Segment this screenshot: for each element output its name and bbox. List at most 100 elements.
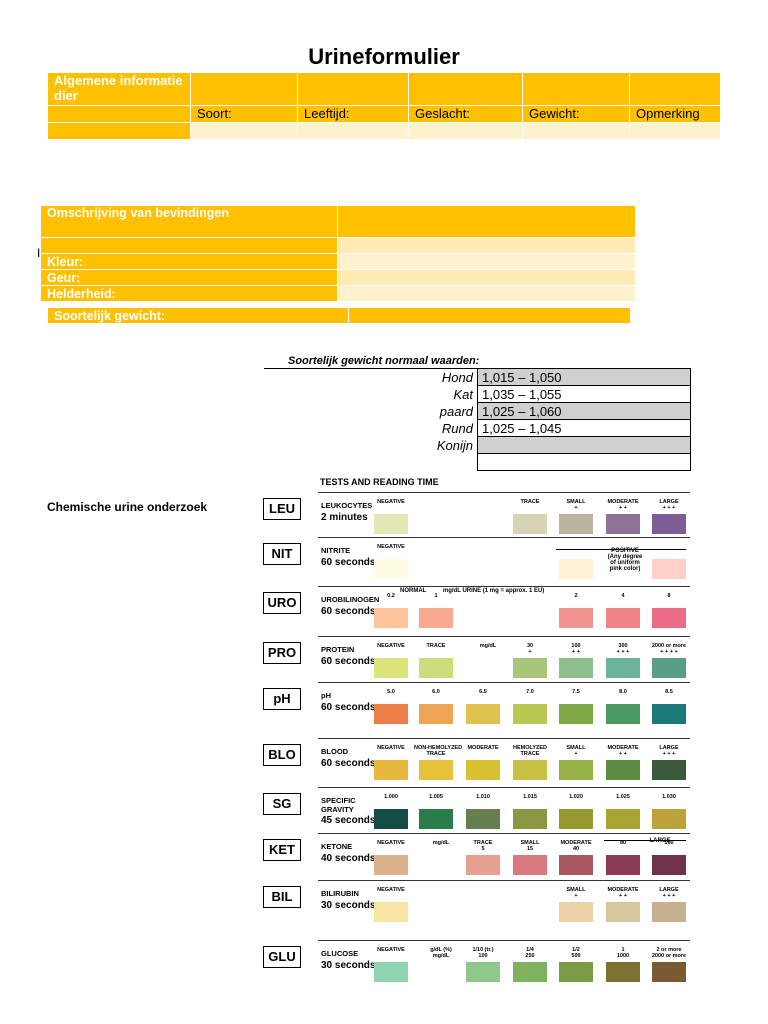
note-label: POSITIVE (Any degree of uniform pink col… (607, 548, 643, 572)
color-pad (559, 658, 593, 678)
pad-label: 300 + + + (616, 643, 630, 655)
pad-label: MODERATE + + (607, 745, 639, 757)
pad-label: 100 + + (571, 643, 581, 655)
note-label: LARGE (649, 838, 671, 844)
test-time: 30 seconds (321, 900, 376, 911)
pad-label: 2 or more 2000 or more (651, 947, 687, 959)
pad-label: NON-HEMOLYZED TRACE (414, 745, 463, 757)
test-code-bil: BIL (263, 886, 301, 908)
pad-label: 1.010 (476, 794, 490, 800)
test-divider-line (318, 833, 690, 834)
chart-header: TESTS AND READING TIME (320, 477, 439, 487)
marker-text: I (37, 246, 41, 260)
color-pad (559, 760, 593, 780)
field-leeftijd: Leeftijd: (297, 105, 409, 123)
pad-label: SMALL + (566, 887, 586, 899)
sg-label: Soortelijk gewicht: (47, 307, 349, 324)
pad-label: 1/10 (tr.) 100 (472, 947, 494, 959)
pad-label: 8.5 (665, 689, 673, 695)
test-time: 60 seconds (321, 557, 376, 568)
pad-label: TRACE (520, 499, 540, 505)
test-time: 30 seconds (321, 960, 376, 971)
pad-label: TRACE (426, 643, 446, 649)
general-info-header: Algemene informatie dier (47, 72, 191, 106)
color-pad (419, 704, 453, 724)
normal-values-table: Hond 1,015 – 1,050 Kat 1,035 – 1,055 paard… (264, 368, 691, 471)
pad-label: 1.030 (662, 794, 676, 800)
color-pad (513, 658, 547, 678)
color-pad (652, 760, 686, 780)
color-pad (374, 855, 408, 875)
test-time: 2 minutes (321, 512, 368, 523)
color-pad (606, 514, 640, 534)
color-pad (419, 608, 453, 628)
test-divider-line (318, 787, 690, 788)
color-pad (419, 809, 453, 829)
pad-label: 160 (664, 840, 674, 846)
color-pad (559, 809, 593, 829)
color-pad (652, 559, 686, 579)
color-pad (559, 704, 593, 724)
pad-label: 1.015 (523, 794, 537, 800)
page-title: Urineformulier (308, 44, 460, 69)
color-pad (466, 704, 500, 724)
pad-label: 1.025 (616, 794, 630, 800)
sg-input[interactable] (348, 307, 631, 324)
pad-label: MODERATE 40 (560, 840, 592, 852)
input-leeftijd[interactable] (297, 122, 409, 140)
input-geslacht[interactable] (408, 122, 523, 140)
findings-input-helderheid[interactable] (337, 285, 636, 302)
findings-input-kleur[interactable] (337, 253, 636, 270)
test-time: 60 seconds (321, 702, 376, 713)
color-pad (652, 962, 686, 982)
color-pad (652, 855, 686, 875)
color-pad (466, 962, 500, 982)
color-pad (374, 559, 408, 579)
color-pad (652, 608, 686, 628)
color-pad (419, 658, 453, 678)
findings-input-0[interactable] (337, 237, 636, 254)
pad-label: TRACE 5 (473, 840, 493, 852)
test-name: PROTEIN (321, 645, 355, 654)
pad-label: NEGATIVE (377, 499, 405, 505)
pad-label: 7.5 (572, 689, 580, 695)
findings-label-kleur: Kleur: (40, 253, 338, 270)
pad-label: NEGATIVE (377, 745, 405, 751)
input-soort[interactable] (190, 122, 298, 140)
color-pad (419, 760, 453, 780)
pad-label: 1/4 250 (525, 947, 535, 959)
color-pad (606, 760, 640, 780)
color-pad (559, 902, 593, 922)
specific-gravity-row: Soortelijk gewicht: (47, 307, 631, 324)
color-pad (374, 514, 408, 534)
pad-label: LARGE + + + (659, 745, 679, 757)
test-code-nit: NIT (263, 543, 301, 565)
pad-label: MODERATE (467, 745, 499, 751)
test-time: 45 seconds (321, 815, 376, 826)
test-code-blo: BLO (263, 744, 301, 766)
test-divider-line (318, 880, 690, 881)
test-name: BLOOD (321, 747, 349, 756)
pad-label: LARGE + + + (659, 499, 679, 511)
input-opmerking[interactable] (629, 122, 721, 140)
pad-label: NEGATIVE (377, 887, 405, 893)
pad-label: NEGATIVE (377, 947, 405, 953)
findings-input-geur[interactable] (337, 269, 636, 286)
color-pad (374, 760, 408, 780)
species-value: 1,025 – 1,060 (477, 402, 691, 420)
pad-label: 5.0 (387, 689, 395, 695)
color-pad (513, 962, 547, 982)
pad-label: 30 + (526, 643, 534, 655)
species-value: 1,015 – 1,050 (477, 368, 691, 386)
color-pad (652, 704, 686, 724)
test-code-leu: LEU (263, 498, 301, 520)
test-time: 60 seconds (321, 606, 376, 617)
species-label: Hond (441, 369, 473, 385)
input-gewicht[interactable] (522, 122, 630, 140)
color-pad (606, 962, 640, 982)
unit-label: mg/dL (432, 840, 450, 846)
color-pad (374, 809, 408, 829)
test-name: UROBILINOGEN (321, 595, 380, 604)
pad-label: NEGATIVE (377, 840, 405, 846)
findings-table: Omschrijving van bevindingen Kleur: Geur… (40, 205, 636, 302)
